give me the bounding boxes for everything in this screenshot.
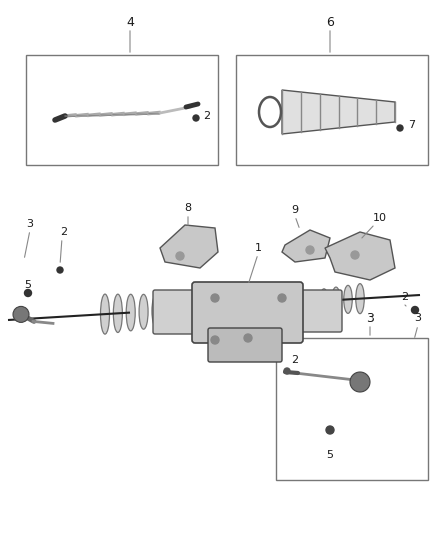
Ellipse shape: [320, 289, 328, 313]
Circle shape: [306, 246, 314, 254]
FancyBboxPatch shape: [192, 282, 303, 343]
Polygon shape: [325, 232, 395, 280]
Ellipse shape: [344, 285, 352, 313]
FancyBboxPatch shape: [153, 290, 207, 334]
Bar: [276, 338, 428, 480]
Circle shape: [284, 368, 290, 374]
Ellipse shape: [308, 290, 316, 312]
Ellipse shape: [296, 292, 304, 312]
Circle shape: [193, 115, 199, 121]
Ellipse shape: [139, 294, 148, 329]
Circle shape: [211, 336, 219, 344]
Polygon shape: [282, 90, 395, 134]
Circle shape: [211, 294, 219, 302]
FancyBboxPatch shape: [293, 290, 342, 332]
Circle shape: [176, 252, 184, 260]
Ellipse shape: [191, 295, 199, 322]
Ellipse shape: [152, 294, 161, 328]
Circle shape: [278, 294, 286, 302]
Polygon shape: [282, 230, 330, 262]
Bar: [236, 55, 428, 165]
Ellipse shape: [126, 294, 135, 331]
Text: 10: 10: [373, 213, 387, 223]
Ellipse shape: [100, 294, 110, 334]
Text: 7: 7: [409, 120, 416, 130]
Circle shape: [326, 426, 334, 434]
Text: 9: 9: [291, 205, 299, 215]
Text: 3: 3: [414, 313, 421, 323]
Circle shape: [397, 125, 403, 131]
Text: 4: 4: [126, 15, 134, 28]
Text: 8: 8: [184, 203, 191, 213]
Text: 5: 5: [25, 280, 32, 290]
Polygon shape: [160, 225, 218, 268]
Ellipse shape: [113, 294, 122, 333]
Circle shape: [350, 372, 370, 392]
Circle shape: [411, 306, 418, 313]
FancyBboxPatch shape: [208, 328, 282, 362]
Ellipse shape: [332, 287, 340, 313]
Text: 5: 5: [326, 450, 333, 460]
Text: 3: 3: [366, 311, 374, 325]
Bar: [26, 55, 218, 165]
Text: 6: 6: [326, 15, 334, 28]
Circle shape: [351, 251, 359, 259]
Circle shape: [13, 306, 29, 322]
Circle shape: [244, 334, 252, 342]
Text: 2: 2: [402, 292, 409, 302]
Ellipse shape: [165, 295, 174, 326]
Text: 2: 2: [203, 111, 211, 121]
Text: 2: 2: [291, 355, 299, 365]
Text: 3: 3: [27, 219, 33, 229]
Text: 2: 2: [60, 227, 67, 237]
Text: 1: 1: [254, 243, 261, 253]
Circle shape: [25, 289, 32, 296]
Circle shape: [57, 267, 63, 273]
Ellipse shape: [356, 284, 364, 313]
Ellipse shape: [178, 295, 187, 324]
